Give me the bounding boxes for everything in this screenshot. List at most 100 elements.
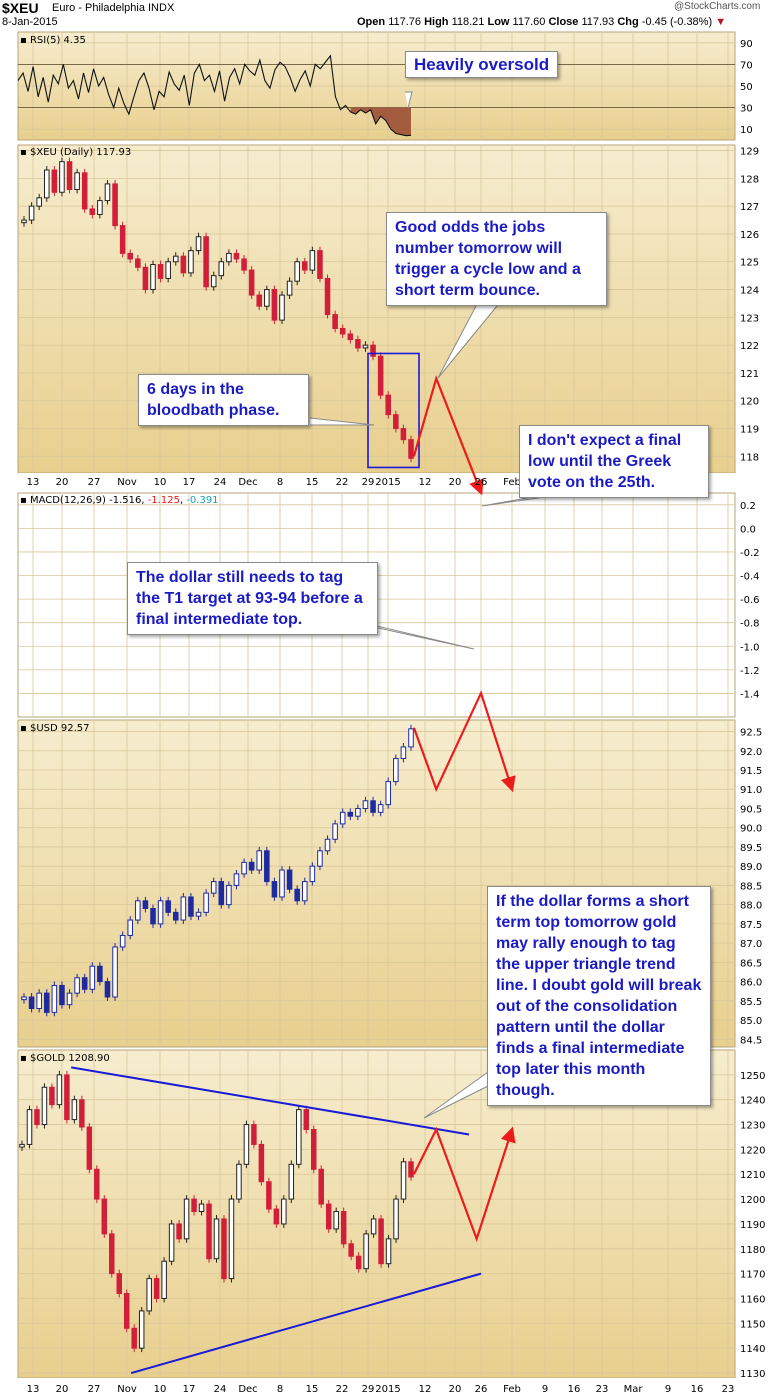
candle-body-gold [198, 1203, 205, 1213]
low-label: Low [487, 16, 510, 28]
candle-body-usd [226, 884, 232, 906]
ytick-gold: 1190 [740, 1220, 765, 1231]
ytick-macd: -1.4 [740, 689, 760, 700]
xtick-top: 22 [336, 477, 349, 488]
bloodbath-box [367, 352, 420, 469]
candle-body-usd [89, 965, 96, 990]
pointer-bloodbath [309, 417, 375, 426]
xtick-bottom: 20 [449, 1384, 462, 1395]
candle-body-usd [59, 984, 65, 1006]
ytick-macd: -0.4 [740, 572, 760, 583]
candle-body-gold [251, 1124, 257, 1145]
candle-body-xeu [89, 208, 96, 215]
xtick-bottom: Mar [624, 1384, 644, 1395]
candle-body-usd [127, 919, 134, 936]
candle-body-gold [221, 1218, 227, 1280]
candle-body-gold [161, 1260, 167, 1299]
candle-body-gold [56, 1074, 63, 1106]
candle-body-usd [324, 838, 331, 852]
candle-body-gold [273, 1208, 280, 1225]
ytick-gold: 1220 [740, 1145, 765, 1156]
ytick-macd: 0.2 [740, 501, 756, 512]
high-value: 118.21 [451, 16, 485, 28]
candle-body-usd [370, 800, 376, 813]
high-label: High [424, 16, 449, 28]
candle-body-gold [236, 1163, 242, 1200]
ytick-macd: -0.2 [740, 548, 760, 559]
candle-body-usd [119, 934, 126, 948]
candle-body-gold [176, 1223, 182, 1240]
ytick-xeu: 118 [740, 452, 759, 463]
xtick-bottom: 26 [475, 1384, 488, 1395]
ytick-gold: 1200 [740, 1195, 765, 1206]
xtick-bottom: 16 [568, 1384, 581, 1395]
ytick-rsi: 30 [740, 104, 753, 115]
candle-body-usd [195, 911, 202, 917]
ytick-xeu: 128 [740, 174, 759, 185]
candle-body-gold [146, 1278, 152, 1312]
candle-body-usd [355, 807, 361, 817]
xtick-top: 24 [214, 477, 227, 488]
ytick-usd: 85.5 [740, 997, 762, 1008]
candle-body-usd [301, 881, 308, 902]
xtick-bottom: 23 [722, 1384, 735, 1395]
xtick-top: 15 [306, 477, 319, 488]
xtick-top: 20 [56, 477, 69, 488]
candle-body-usd [135, 900, 141, 921]
xtick-bottom: 13 [27, 1384, 40, 1395]
ytick-gold: 1130 [740, 1369, 765, 1380]
ytick-gold: 1210 [740, 1170, 765, 1181]
ytick-usd: 84.5 [740, 1035, 762, 1046]
candle-body-xeu [226, 252, 232, 263]
ytick-usd: 92.0 [740, 747, 762, 758]
ytick-usd: 91.5 [740, 766, 762, 777]
candle-body-xeu [36, 197, 42, 207]
candle-body-gold [206, 1203, 212, 1260]
candle-body-gold [138, 1310, 145, 1349]
ohlc-readout: Open 117.76 High 118.21 Low 117.60 Close… [357, 16, 726, 28]
candle-body-usd [248, 861, 255, 871]
panel-xeu [17, 144, 736, 474]
candle-body-gold [340, 1211, 347, 1245]
candle-body-usd [309, 865, 316, 883]
candle-body-xeu [74, 172, 80, 190]
candle-body-usd [362, 800, 369, 809]
candle-body-xeu [210, 275, 217, 288]
candle-body-usd [97, 965, 103, 983]
candle-body-xeu [172, 255, 179, 263]
candle-body-xeu [180, 255, 187, 274]
candle-body-gold [243, 1124, 250, 1165]
ytick-xeu: 121 [740, 369, 759, 380]
ytick-gold: 1170 [740, 1270, 765, 1281]
ytick-xeu: 119 [740, 425, 759, 436]
xtick-top: 8 [277, 477, 283, 488]
candle-body-usd [339, 811, 346, 825]
xtick-bottom: 12 [419, 1384, 432, 1395]
ytick-usd: 86.5 [740, 958, 762, 969]
candle-body-usd [400, 746, 407, 759]
ytick-macd: -1.0 [740, 642, 760, 653]
candle-body-xeu [271, 289, 278, 321]
xeu-title: ▪ $XEU (Daily) 117.93 [20, 147, 131, 158]
candle-body-gold [123, 1293, 130, 1329]
xtick-bottom: 24 [214, 1384, 227, 1395]
candle-body-usd [271, 881, 278, 898]
candle-body-xeu [66, 161, 73, 190]
xtick-bottom: 20 [56, 1384, 69, 1395]
xtick-bottom: 8 [277, 1384, 283, 1395]
candle-body-usd [286, 869, 293, 890]
xtick-bottom: Feb [503, 1384, 521, 1395]
xtick-top: Dec [238, 477, 257, 488]
candle-body-xeu [385, 394, 392, 416]
xtick-top: 17 [183, 477, 196, 488]
xeu-projection-arrow [412, 375, 484, 496]
candle-body-xeu [324, 277, 331, 316]
xtick-bottom: 22 [336, 1384, 349, 1395]
xtick-bottom: 17 [183, 1384, 196, 1395]
candle-body-usd [28, 996, 35, 1010]
candle-body-usd [385, 781, 392, 806]
callout-gold-triangle: If the dollar forms a short term top tom… [487, 886, 711, 1106]
candle-body-usd [393, 757, 399, 783]
xtick-top: 26 [475, 477, 488, 488]
ytick-macd: -0.6 [740, 595, 760, 606]
